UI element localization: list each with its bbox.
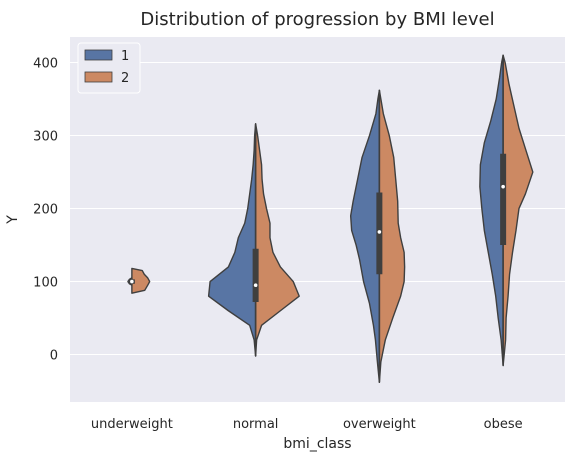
x-tick-label: normal [233, 417, 279, 432]
legend-swatch-2 [84, 71, 113, 83]
violin-overweight-series-1 [349, 89, 381, 383]
median-dot-underweight [130, 279, 134, 284]
x-tick-label: overweight [343, 417, 416, 432]
median-dot-obese [501, 184, 505, 189]
y-tick-labels: 0 100 200 300 400 [33, 57, 58, 364]
violin-underweight-series-2 [131, 267, 151, 294]
x-tick-label: underweight [91, 417, 173, 432]
legend-label-2: 2 [121, 71, 129, 86]
y-tick-label: 100 [33, 276, 58, 291]
y-tick-label: 300 [33, 130, 58, 145]
violin-obese-series-2 [502, 54, 534, 367]
y-tick-label: 200 [33, 203, 58, 218]
y-tick-label: 0 [50, 349, 58, 364]
legend-label-1: 1 [121, 49, 129, 64]
median-dot-overweight [377, 230, 382, 234]
chart-title: Distribution of progression by BMI level [140, 9, 494, 30]
y-axis-label: Y [5, 215, 21, 225]
x-tick-labels: underweight normal overweight obese [91, 417, 523, 432]
y-tick-label: 400 [33, 57, 58, 72]
violin-overweight-series-2 [378, 89, 406, 383]
violin-normal-series-2 [254, 123, 300, 357]
violin-obese-series-1 [479, 54, 504, 367]
legend-swatch-1 [84, 49, 113, 61]
violin-normal-series-1 [207, 123, 257, 357]
x-axis-label: bmi_class [283, 436, 351, 452]
violins [127, 54, 534, 383]
x-tick-label: obese [484, 417, 523, 432]
legend: 12 [77, 42, 141, 94]
median-dot-normal [253, 283, 258, 288]
